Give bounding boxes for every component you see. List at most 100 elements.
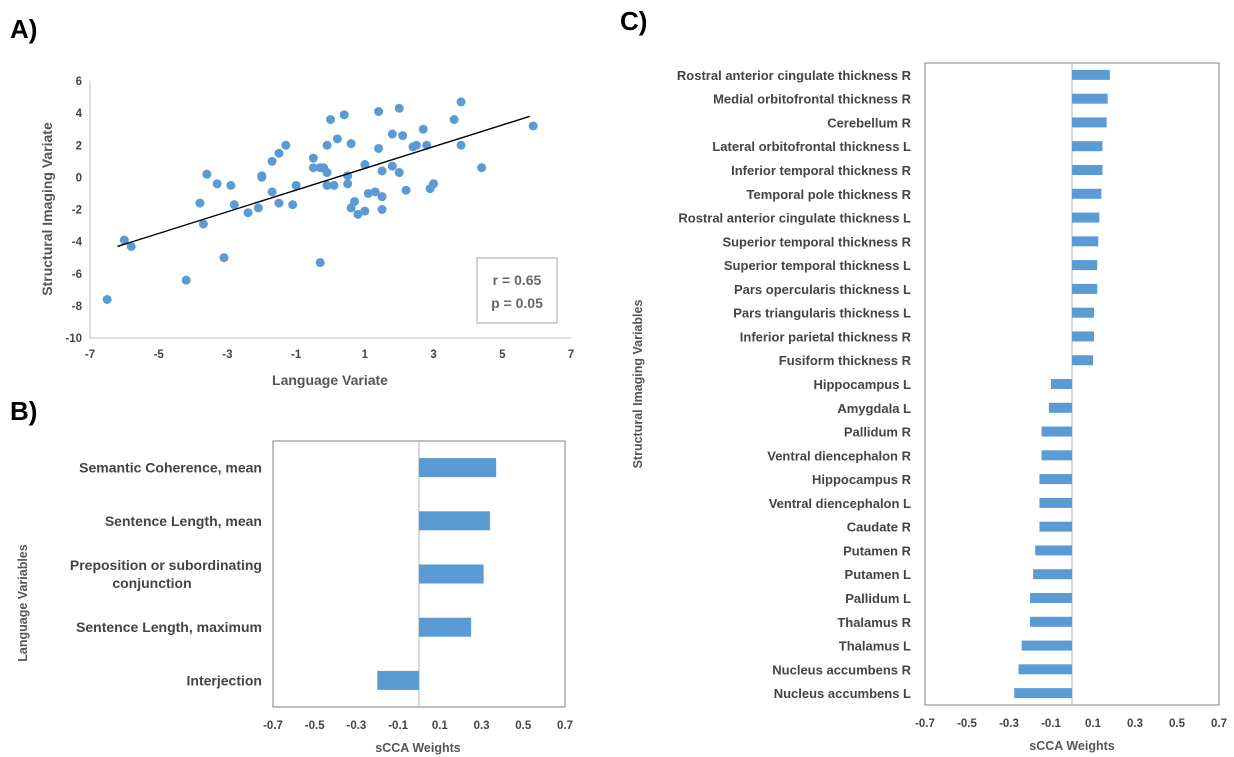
bar xyxy=(419,458,497,478)
scatter-point xyxy=(308,163,318,173)
category-label: Rostral anterior cingulate thickness L xyxy=(678,211,911,226)
scatter-point xyxy=(315,258,325,268)
stat-r: r = 0.65 xyxy=(493,272,542,288)
scatter-point xyxy=(322,180,332,190)
bar xyxy=(1072,331,1095,342)
scatter-point xyxy=(394,168,404,178)
category-label: Temporal pole thickness R xyxy=(747,187,912,202)
language-weights-panel: B) Semantic Coherence, mean Sentence Leng… xyxy=(10,396,573,755)
scatter-point xyxy=(339,110,349,120)
y-axis-title: Structural Imaging Variables xyxy=(631,300,645,469)
x-tick-label: 0.7 xyxy=(557,720,573,732)
category-label: Nucleus accumbens L xyxy=(774,686,911,701)
category-label: Pallidum R xyxy=(844,425,912,440)
bars xyxy=(377,458,497,690)
scatter-point xyxy=(429,179,439,189)
bar xyxy=(1014,688,1072,699)
category-label: Thalamus R xyxy=(837,615,911,630)
x-tick-labels: -0.7 -0.5 -0.3 -0.1 0.1 0.3 0.5 0.7 xyxy=(263,720,573,732)
category-label: Pars triangularis thickness L xyxy=(733,306,911,321)
x-axis-title: Language Variate xyxy=(272,372,388,388)
scatter-point xyxy=(253,203,263,213)
category-label: Sentence Length, mean xyxy=(105,513,262,529)
scatter-point xyxy=(346,139,356,149)
x-tick-label: -0.3 xyxy=(347,720,367,732)
scatter-point xyxy=(326,115,335,125)
scatter-point xyxy=(377,166,387,176)
y-tick-label: 6 xyxy=(76,76,82,88)
scatter-point xyxy=(387,129,397,139)
category-label: conjunction xyxy=(112,575,191,591)
scatter-point xyxy=(374,107,384,117)
x-tick-label: -7 xyxy=(85,349,95,361)
x-tick-label: -0.1 xyxy=(1041,718,1061,730)
bar xyxy=(419,564,484,584)
x-axis-title: sCCA Weights xyxy=(1029,739,1114,753)
scatter-point xyxy=(267,156,277,166)
category-label: Fusiform thickness R xyxy=(779,353,912,368)
bar xyxy=(1072,212,1100,223)
bar xyxy=(1021,640,1072,651)
bar xyxy=(1030,593,1072,603)
category-label: Cerebellum R xyxy=(827,115,911,130)
category-label: Superior temporal thickness L xyxy=(724,258,911,273)
y-tick-label: 4 xyxy=(76,108,83,120)
x-tick-label: -0.7 xyxy=(915,718,935,730)
category-label: Sentence Length, maximum xyxy=(76,619,262,635)
scatter-point xyxy=(360,206,370,216)
category-label: Medial orbitofrontal thickness R xyxy=(713,92,912,107)
bar xyxy=(419,617,472,637)
bar xyxy=(1072,355,1093,366)
scatter-point xyxy=(274,148,284,158)
scatter-point xyxy=(387,161,397,171)
scatter-point xyxy=(274,198,284,208)
x-tick-label: -1 xyxy=(291,349,302,361)
bar xyxy=(1072,260,1098,271)
scatter-point xyxy=(370,187,380,197)
scatter-point xyxy=(411,140,421,150)
x-tick-label: 0.3 xyxy=(474,720,490,732)
y-tick-label: -10 xyxy=(65,333,82,345)
scatter-point xyxy=(477,163,487,173)
scatter-point xyxy=(226,180,236,190)
bars xyxy=(1014,69,1110,699)
bar xyxy=(1051,379,1072,389)
category-label: Semantic Coherence, mean xyxy=(79,460,262,476)
bar xyxy=(1035,545,1072,556)
category-label: Amygdala L xyxy=(837,401,911,416)
category-label: Ventral diencephalon R xyxy=(767,448,911,463)
bar xyxy=(1072,307,1095,318)
x-tick-label: -5 xyxy=(154,349,165,361)
bar xyxy=(1072,93,1108,104)
panel-label-a: A) xyxy=(10,14,37,44)
category-label: Rostral anterior cingulate thickness R xyxy=(677,68,912,83)
category-label: Thalamus L xyxy=(839,639,911,654)
scatter-point xyxy=(394,103,404,113)
scatter-point xyxy=(343,179,353,189)
y-tick-label: -6 xyxy=(72,269,82,281)
scatter-points xyxy=(102,97,538,304)
category-labels: Semantic Coherence, mean Sentence Length,… xyxy=(70,460,262,689)
scatter-point xyxy=(401,185,411,195)
bar xyxy=(1072,165,1103,175)
y-axis-title: Language Variables xyxy=(16,544,30,661)
scatter-point xyxy=(322,140,332,150)
bar xyxy=(1039,474,1072,485)
x-tick-labels: -7 -5 -3 -1 1 3 5 7 xyxy=(85,349,574,361)
category-label: Putamen R xyxy=(843,543,912,558)
category-label: Superior temporal thickness R xyxy=(722,234,911,249)
scatter-point xyxy=(363,188,373,198)
scatter-point xyxy=(456,97,466,107)
category-label: Nucleus accumbens R xyxy=(772,662,911,677)
scatter-point xyxy=(119,235,129,245)
bar xyxy=(1039,521,1072,532)
panel-label-c: C) xyxy=(620,6,647,36)
category-label: Caudate R xyxy=(847,520,912,535)
scatter-point xyxy=(291,180,301,190)
stat-p: p = 0.05 xyxy=(491,295,543,311)
scatter-point xyxy=(449,115,459,125)
y-tick-labels: 6 4 2 0 -2 -4 -6 -8 -10 xyxy=(65,76,82,345)
imaging-weights-panel: C) Rostral anterior cingulate thickness … xyxy=(620,6,1227,753)
x-tick-label: 1 xyxy=(362,349,369,361)
